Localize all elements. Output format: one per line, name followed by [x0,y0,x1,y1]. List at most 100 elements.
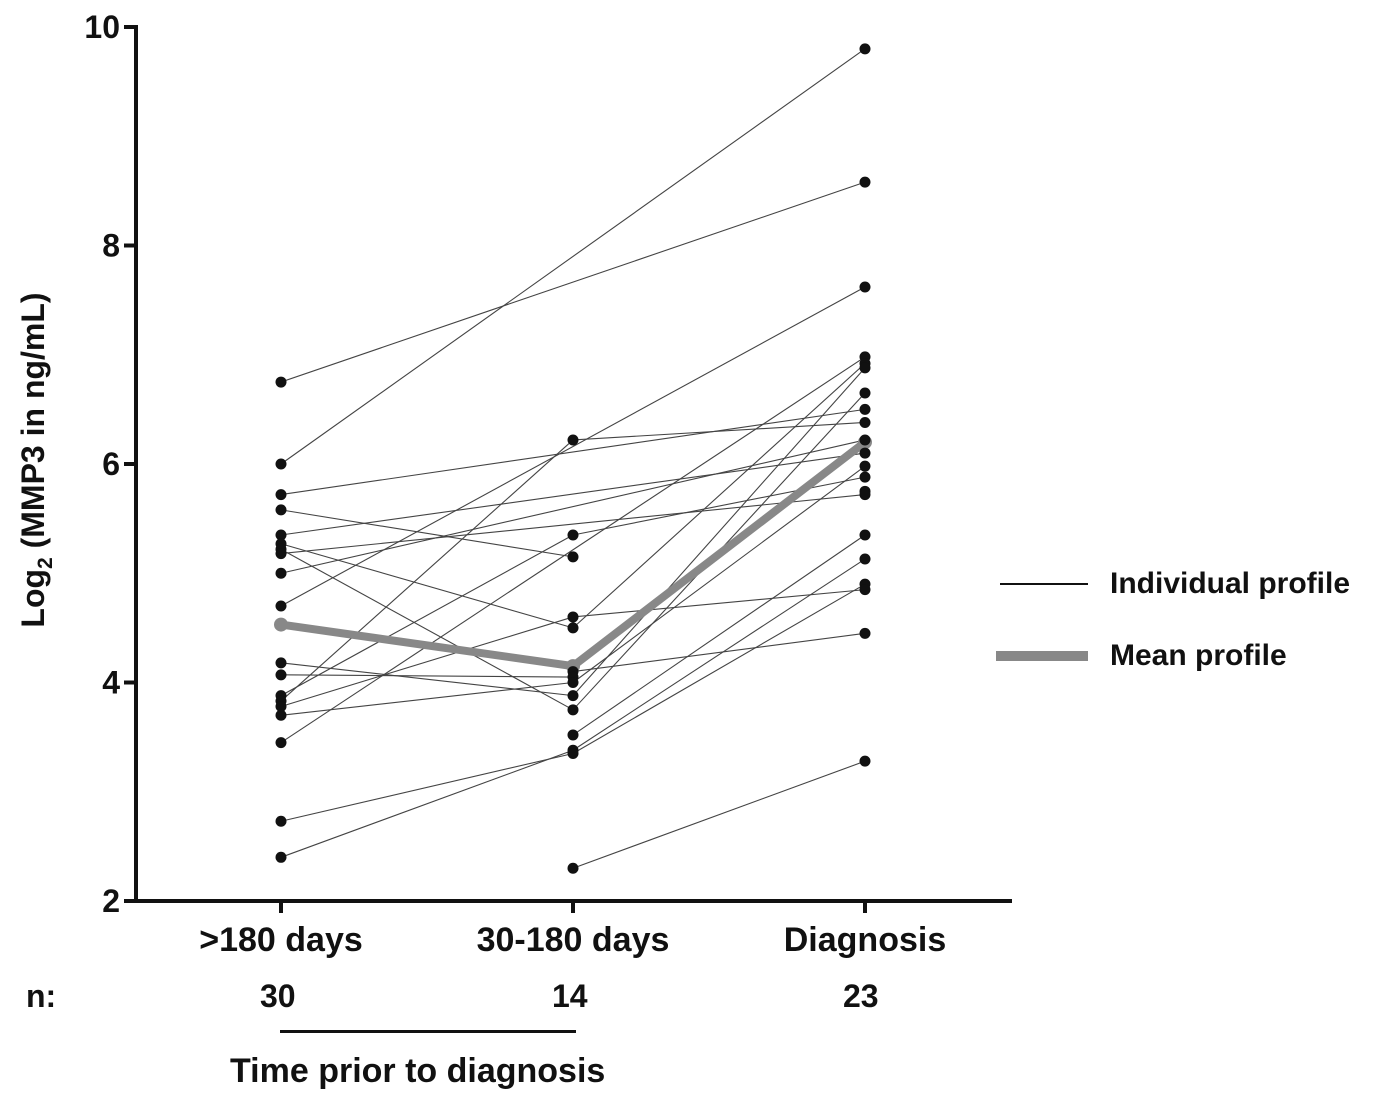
data-point [275,709,287,721]
data-point [859,176,871,188]
individual-profile [280,662,574,697]
individual-profile [280,439,574,702]
individual-profile [280,548,574,711]
data-point [567,748,579,760]
individual-profile [280,48,866,465]
data-point [275,376,287,388]
y-axis-label-main: Log [15,569,51,628]
data-point [567,529,579,541]
data-point [859,434,871,446]
n-row-label: n: [26,978,57,1014]
data-point [275,701,287,713]
y-axis-label-sub: 2 [34,557,57,569]
mean-point [274,617,288,632]
data-point [567,551,579,563]
data-point [567,862,579,874]
data-point [859,43,871,55]
individual-profile [280,452,866,536]
data-point [275,657,287,669]
individual-profile [572,558,866,751]
y-axis-label: Log2 (MMP3 in ng/mL) [15,292,57,627]
individual-profile [280,674,574,678]
individual-profile [572,367,866,696]
individual-profile [280,616,574,708]
data-point [859,584,871,596]
y-tick-label: 8 [102,228,120,264]
y-axis-label-rest: (MMP3 in ng/mL) [15,292,51,557]
data-point [275,458,287,470]
data-point [275,851,287,863]
data-point [275,815,287,827]
individual-profile [572,632,866,673]
individual-profile [280,408,866,496]
n-value-0: 30 [260,978,296,1014]
data-point [275,600,287,612]
data-point [859,489,871,501]
legend-mean-swatch [996,651,1088,661]
individual-profile [572,465,866,683]
legend-mean: Mean profile [996,639,1287,673]
data-point [275,737,287,749]
time-prior-bracket [280,1030,576,1033]
data-point [859,403,871,415]
individual-profile [572,421,866,441]
data-point [275,567,287,579]
y-tick-label: 2 [102,883,120,919]
individual-profile [572,760,866,869]
data-point [567,729,579,741]
data-point [859,362,871,374]
individual-profile [280,752,574,822]
data-point [567,690,579,702]
data-point [567,611,579,623]
data-point [859,627,871,639]
data-point [859,416,871,428]
legend-individual: Individual profile [1000,567,1350,601]
y-tick-label: 10 [84,9,120,45]
x-tick-label: 30-180 days [477,921,670,959]
individual-profile [280,509,574,558]
individual-profile [280,543,574,629]
data-point [567,434,579,446]
legend-individual-swatch [1000,583,1088,585]
individual-profile [280,494,866,555]
individual-profile [572,589,866,618]
data-point [859,281,871,293]
data-point [859,460,871,472]
y-tick-label: 6 [102,446,120,482]
individual-profile [572,583,866,754]
data-point [275,504,287,516]
individual-profile-lines [280,48,866,869]
data-point [859,471,871,483]
individual-profile [280,749,574,858]
data-point [859,529,871,541]
x-tick-label: Diagnosis [784,921,946,959]
axes [124,25,1012,913]
data-point [275,489,287,501]
individual-profile [280,356,866,744]
data-point [567,622,579,634]
individual-profile [572,363,866,629]
data-point [859,447,871,459]
legend-mean-label: Mean profile [1110,639,1287,672]
individual-profile [280,181,866,383]
data-point [275,548,287,560]
n-value-2: 23 [843,978,879,1014]
x-tick-label: >180 days [199,921,363,959]
data-point [859,553,871,565]
individual-profile [572,534,866,736]
individual-profile [280,681,574,716]
data-points [275,43,871,874]
individual-profile [572,476,866,536]
individual-profile [280,439,866,574]
time-prior-label: Time prior to diagnosis [230,1052,606,1090]
legend-individual-label: Individual profile [1110,567,1351,600]
data-point [567,677,579,688]
individual-profile [280,286,866,607]
y-tick-label: 4 [102,665,120,701]
individual-profile [280,534,574,697]
tick-labels: 2 4 6 8 10 >180 days 30-180 days Diagnosis [84,9,946,959]
data-point [275,529,287,541]
data-point [567,704,579,716]
data-point [859,387,871,399]
